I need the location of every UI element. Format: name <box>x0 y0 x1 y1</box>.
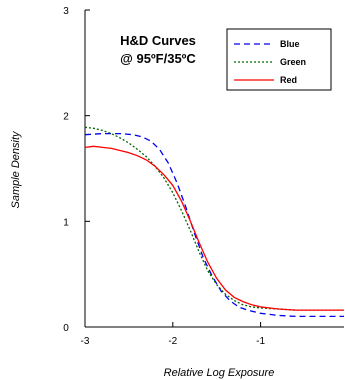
series-line-red <box>84 145 344 311</box>
axis-ticks: -3 -2 -1 0 1 2 3 <box>63 6 265 347</box>
y-axis-title: Sample Density <box>10 130 22 209</box>
legend-items: Blue Green Red <box>234 39 306 85</box>
x-tick-label: -2 <box>168 336 177 347</box>
chart-title: H&D Curves <box>120 33 196 48</box>
series-line-green <box>84 126 344 311</box>
series-line-blue <box>84 132 344 318</box>
legend-label-blue: Blue <box>280 39 300 49</box>
x-tick-label: -3 <box>81 336 90 347</box>
y-tick-label: 2 <box>63 112 69 123</box>
chart-subtitle: @ 95ºF/35ºC <box>120 51 196 66</box>
legend-box <box>226 28 332 91</box>
series-lines <box>84 126 344 318</box>
legend: Blue Green Red <box>226 28 332 91</box>
x-axis-title: Relative Log Exposure <box>164 367 275 379</box>
plot-frame <box>84 10 344 328</box>
x-tick-label: -1 <box>256 336 265 347</box>
y-tick-label: 0 <box>63 323 69 334</box>
legend-label-green: Green <box>280 57 306 67</box>
y-tick-label: 1 <box>63 217 69 228</box>
y-tick-label: 3 <box>63 6 69 17</box>
legend-label-red: Red <box>280 75 297 85</box>
